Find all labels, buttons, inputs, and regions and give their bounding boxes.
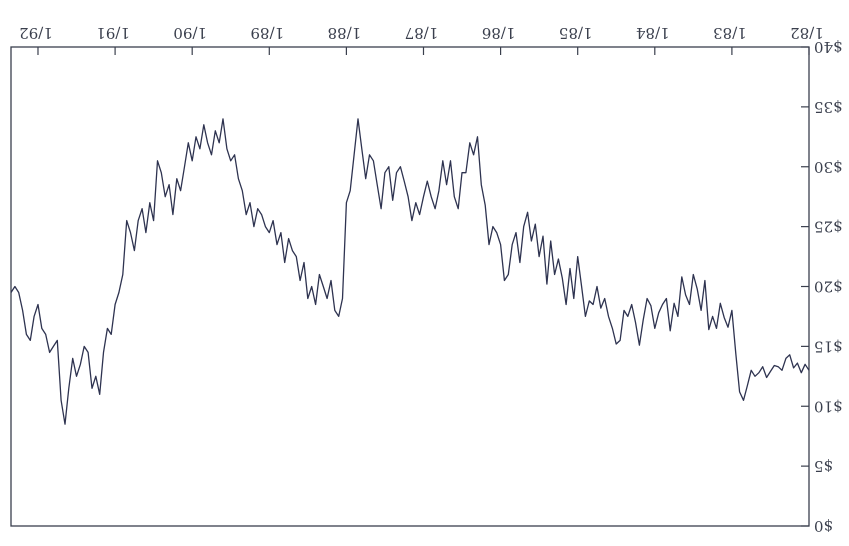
y-tick-label: $5	[814, 457, 833, 475]
y-tick-label: $0	[814, 517, 833, 535]
plot-frame	[10, 46, 810, 527]
price-series-line	[10, 118, 810, 425]
y-tick-label: $10	[814, 397, 843, 415]
chart-plot-area: $0 $5 $10 $15 $20 $25 $30 $35 $401/82 1/83 1/84 1/8…	[10, 24, 843, 535]
y-tick-label: $40	[814, 38, 843, 56]
x-tick-label: 1/87	[405, 24, 439, 42]
x-tick-label: 1/83	[713, 24, 747, 42]
x-tick-label: 1/90	[173, 24, 207, 42]
x-tick-label: 1/86	[482, 24, 516, 42]
y-tick-label: $30	[814, 158, 843, 176]
x-tick-label: 1/89	[250, 24, 284, 42]
y-tick-label: $25	[814, 218, 843, 236]
x-tick-label: 1/91	[96, 24, 130, 42]
x-tick-label: 1/84	[636, 24, 670, 42]
tick-marks	[37, 46, 810, 527]
x-tick-label: 1/82	[790, 24, 824, 42]
tick-labels: $0 $5 $10 $15 $20 $25 $30 $35 $401/82 1/83 1/84 1/8…	[19, 24, 842, 535]
x-tick-label: 1/92	[19, 24, 53, 42]
y-tick-label: $35	[814, 98, 843, 116]
y-tick-label: $15	[814, 337, 843, 355]
x-tick-label: 1/88	[328, 24, 362, 42]
x-tick-label: 1/85	[559, 24, 593, 42]
y-tick-label: $20	[814, 278, 843, 296]
